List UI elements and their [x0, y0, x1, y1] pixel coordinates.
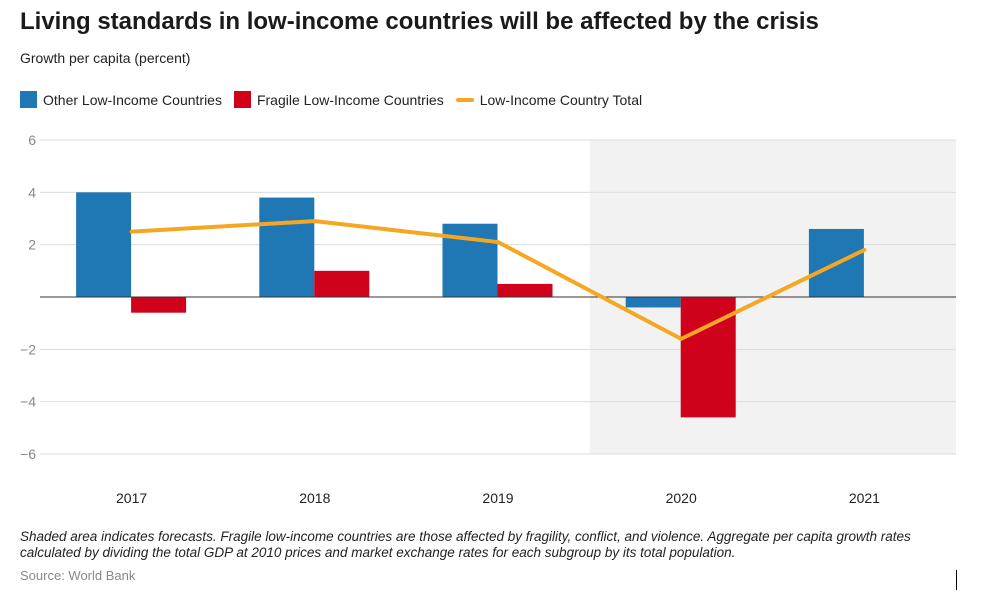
x-tick-label-2021: 2021: [849, 490, 880, 506]
y-tick-label: −2: [20, 341, 36, 357]
x-tick-label-2018: 2018: [299, 490, 330, 506]
legend-swatch-other: [20, 91, 37, 108]
bar-fragile-2017: [131, 297, 187, 313]
legend-item-total: Low-Income Country Total: [455, 91, 643, 108]
bar-other-2017: [76, 192, 132, 297]
y-tick-label: −4: [20, 394, 36, 410]
bar-fragile-2019: [497, 283, 553, 297]
y-tick-label: 2: [28, 237, 36, 253]
source-note: Source: World Bank: [20, 568, 136, 583]
legend-item-other: Other Low-Income Countries: [20, 91, 222, 108]
bar-other-2018: [259, 197, 315, 297]
y-tick-label: 6: [28, 132, 36, 148]
y-tick-label: 4: [28, 184, 36, 200]
x-tick-label-2019: 2019: [482, 490, 513, 506]
y-tick-label: −6: [20, 446, 36, 462]
legend-label-fragile: Fragile Low-Income Countries: [256, 91, 444, 108]
footnote: Shaded area indicates forecasts. Fragile…: [20, 529, 911, 560]
chart-subtitle: Growth per capita (percent): [20, 50, 191, 66]
legend-swatch-fragile: [233, 91, 251, 108]
text-cursor: [956, 570, 957, 590]
x-tick-label-2017: 2017: [116, 490, 147, 506]
legend-swatch-total: [455, 97, 474, 102]
legend-item-fragile: Fragile Low-Income Countries: [233, 91, 444, 108]
x-tick-label-2020: 2020: [666, 490, 697, 506]
legend: Other Low-Income Countries Fragile Low-I…: [20, 91, 654, 108]
legend-label-other: Other Low-Income Countries: [43, 91, 222, 108]
chart-title: Living standards in low-income countries…: [20, 8, 819, 35]
legend-label-total: Low-Income Country Total: [479, 91, 643, 108]
chart-plot: 6 4 2 −2 −4 −6 2017 2018 2019 2020 2021: [20, 132, 956, 506]
bar-fragile-2018: [314, 270, 370, 297]
bar-other-2020: [625, 297, 681, 308]
